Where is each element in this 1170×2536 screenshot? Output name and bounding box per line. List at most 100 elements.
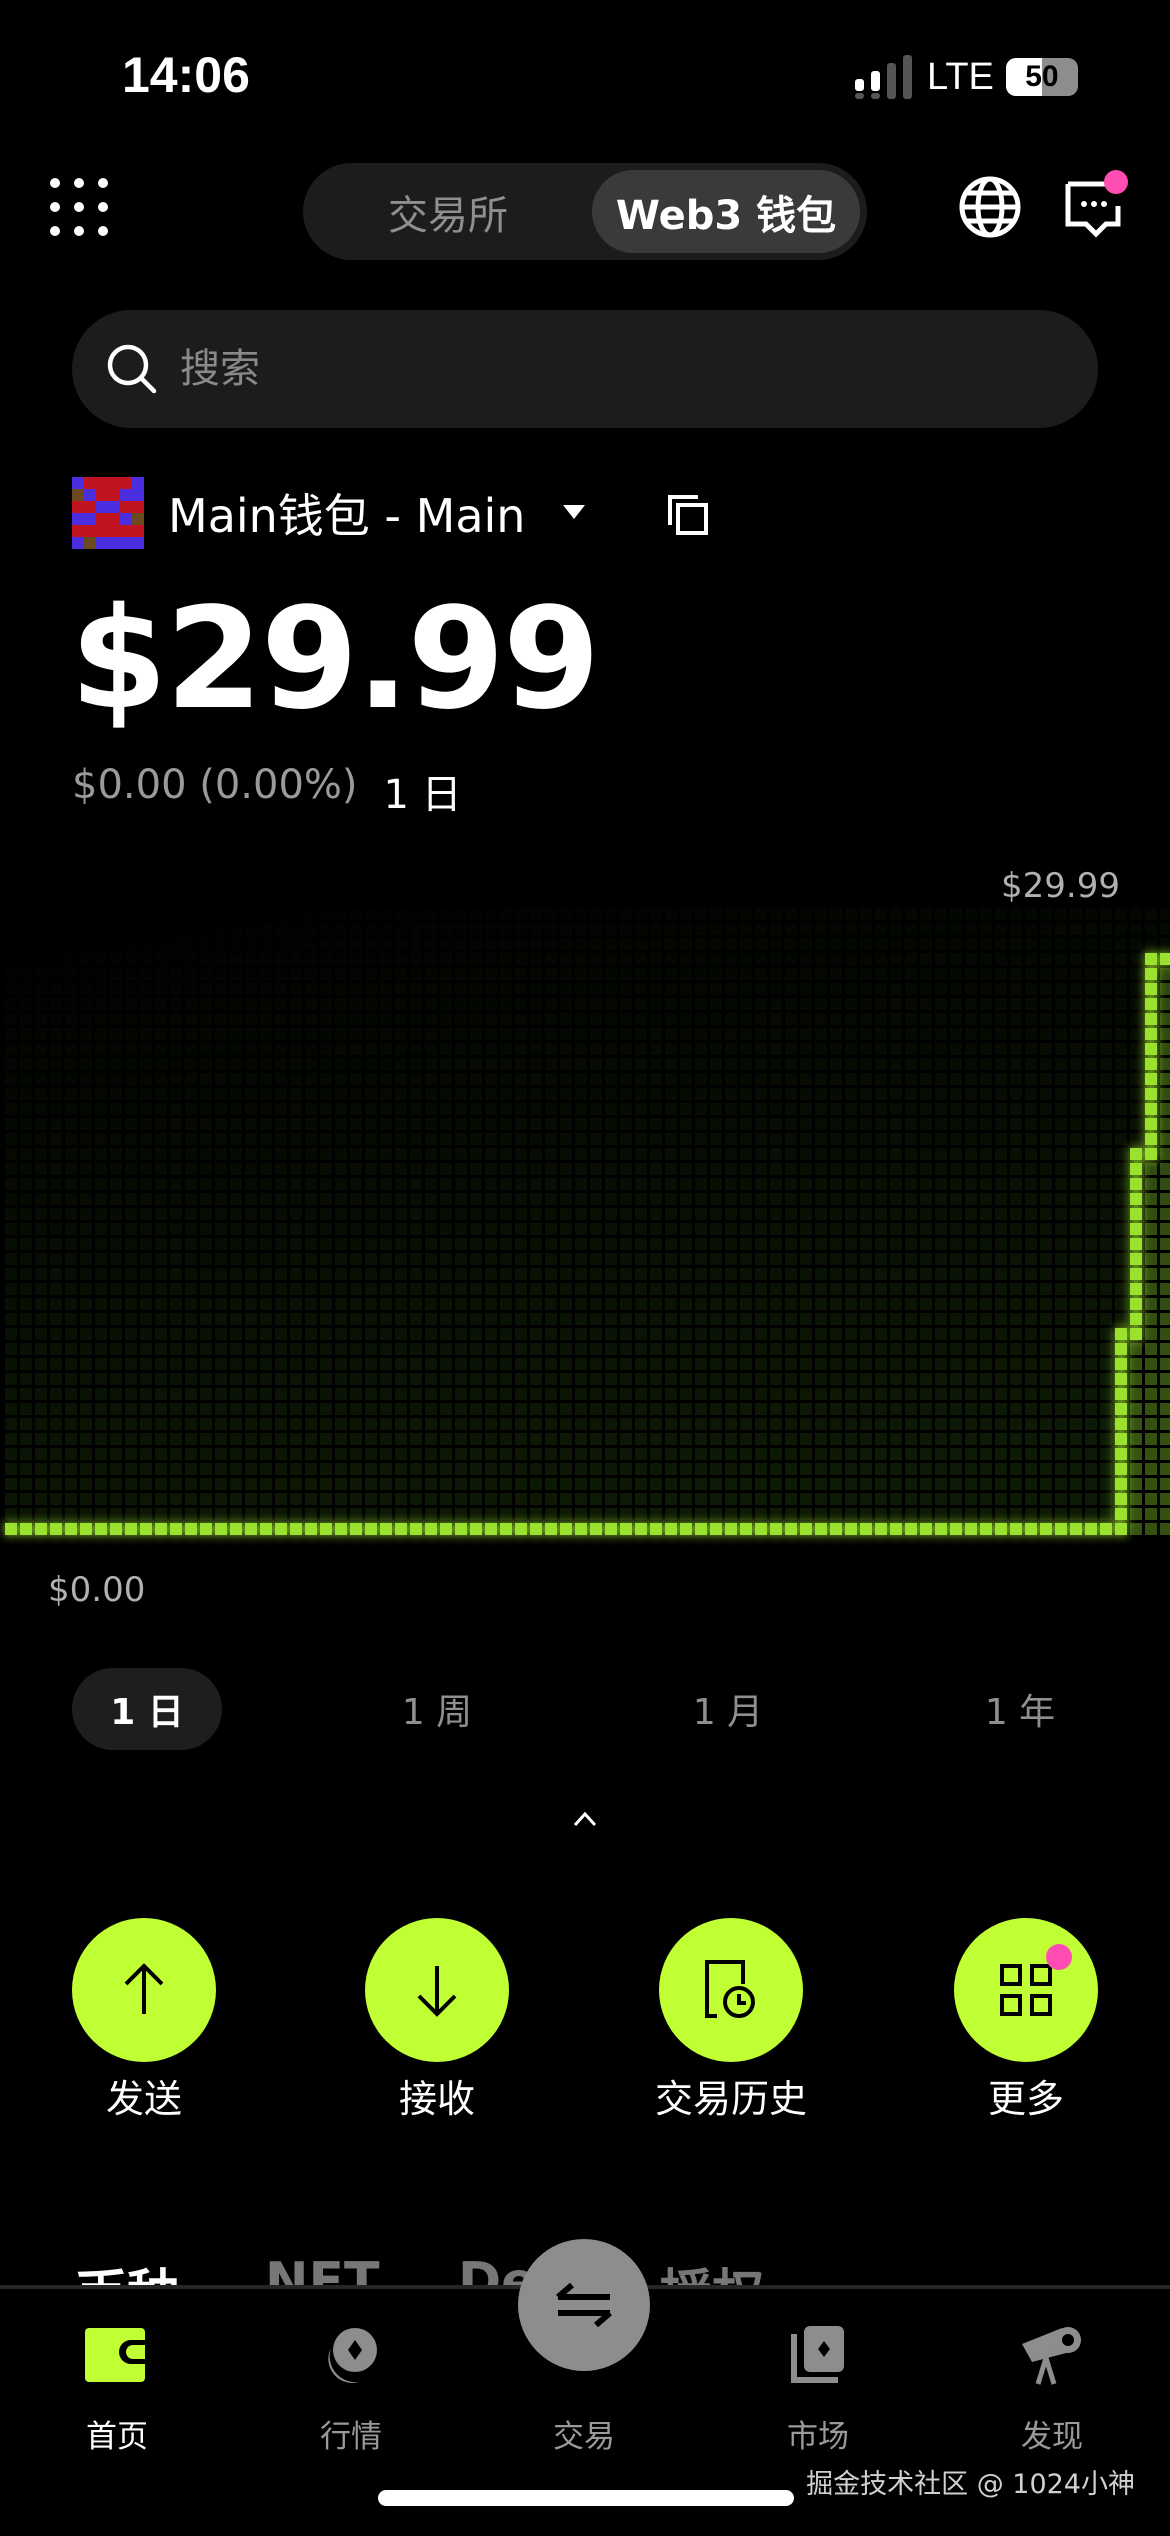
chart-point-cell [320,1523,332,1535]
chart-point-cell [1130,1313,1142,1325]
chart-area-cell [1145,1343,1157,1355]
history-button[interactable]: 交易历史 [655,1918,807,2121]
chart-point-cell [770,1523,782,1535]
nav-discover[interactable]: 发现 [962,2311,1142,2456]
chart-point-cell [335,1523,347,1535]
chart-area-cell [1145,1448,1157,1460]
nav-market[interactable]: 行情 [261,2311,441,2456]
change-period: 1 日 [383,772,462,818]
asset-tab-approvals[interactable]: 授权 [660,2252,764,2286]
range-tab-1y[interactable]: 1 年 [984,1692,1056,1733]
asset-tab-tokens[interactable]: 币种 [75,2252,179,2286]
tab-exchange[interactable]: 交易所 [388,192,508,239]
chart-area-cell [1145,1268,1157,1280]
chart-area-cell [1130,1388,1142,1400]
chart-max-label: $29.99 [1001,866,1120,906]
chart-point-cell [755,1523,767,1535]
chart-area-cell [1145,1283,1157,1295]
chart-point-cell [1130,1268,1142,1280]
nav-marketplace[interactable]: 市场 [728,2311,908,2456]
chart-point-cell [1160,953,1170,965]
chart-point-cell [860,1523,872,1535]
chart-point-cell [1145,1028,1157,1040]
grid-dots-icon[interactable] [50,178,108,236]
chart-point-cell [1115,1508,1127,1520]
chart-area-cell [1160,1058,1170,1070]
more-button[interactable]: 更多 [954,1918,1098,2121]
chart-point-cell [350,1523,362,1535]
send-button[interactable]: 发送 [72,1918,216,2121]
asset-tab-nft[interactable]: NFT [265,2252,380,2286]
chart-point-cell [950,1523,962,1535]
chart-point-cell [1115,1493,1127,1505]
chart-area-cell [1160,1208,1170,1220]
range-tab-1w[interactable]: 1 周 [401,1692,473,1733]
asset-tabs: 币种 NFT DeFi 授权 [0,2240,1170,2286]
chart-area-cell [1160,1028,1170,1040]
status-time: 14:06 [122,47,250,103]
more-label: 更多 [987,2077,1064,2121]
chart-area-cell [1160,1298,1170,1310]
chart-area-cell [1130,1493,1142,1505]
range-tab-1d[interactable]: 1 日 [72,1668,222,1750]
chart-point-cell [1115,1388,1127,1400]
chart-point-cell [500,1523,512,1535]
chart-area-cell [1145,1253,1157,1265]
chart-point-cell [1145,1043,1157,1055]
chart-point-cell [530,1523,542,1535]
chart-point-cell [575,1523,587,1535]
chart-point-cell [620,1523,632,1535]
search-bar[interactable] [72,310,1098,428]
chart-point-cell [545,1523,557,1535]
chart-point-cell [1145,1148,1157,1160]
chart-point-cell [845,1523,857,1535]
arrow-up-icon [124,1963,164,2014]
wallet-avatar [72,477,144,549]
chart-area-cell [1130,1433,1142,1445]
chart-point-cell [5,1523,17,1535]
chart-point-cell [1115,1523,1127,1535]
chart-point-cell [110,1523,122,1535]
chart-point-cell [710,1523,722,1535]
chart-point-cell [650,1523,662,1535]
notification-badge [1104,170,1128,194]
wallet-selector[interactable]: Main钱包 - Main [72,477,586,549]
chart-area-cell [1130,1523,1142,1535]
copy-icon[interactable] [666,493,710,537]
nav-trade-label: 交易 [553,2419,615,2455]
chart-area-cell [1160,1178,1170,1190]
chart-area-cell [1160,1478,1170,1490]
nav-home[interactable]: 首页 [27,2311,207,2456]
range-tab-1m[interactable]: 1 月 [692,1692,764,1733]
chart-area-cell [1145,1478,1157,1490]
trade-button[interactable] [518,2239,650,2371]
nav-trade[interactable]: 交易 [494,2311,674,2456]
receive-button[interactable]: 接收 [365,1918,509,2121]
chart-area-cell [1160,1223,1170,1235]
search-input[interactable] [178,345,982,393]
chart-area-cell [1160,1463,1170,1475]
chart-point-cell [365,1523,377,1535]
chart-area-cell [1145,1523,1157,1535]
chart-point-cell [1130,1283,1142,1295]
chart-point-cell [1130,1148,1142,1160]
home-indicator[interactable] [378,2490,794,2506]
chart-point-cell [1145,1118,1157,1130]
chart-area-cell [1130,1463,1142,1475]
chart-point-cell [305,1523,317,1535]
messages-button[interactable] [1064,170,1128,242]
total-balance: $29.99 [70,578,600,741]
chart-point-cell [230,1523,242,1535]
chart-area-cell [1145,1508,1157,1520]
chart-point-cell [995,1523,1007,1535]
globe-icon[interactable] [958,175,1022,239]
tab-web3-wallet[interactable]: Web3 钱包 [592,170,860,253]
chart-point-cell [80,1523,92,1535]
chart-area-cell [1130,1343,1142,1355]
send-label: 发送 [105,2077,182,2121]
chart-point-cell [440,1523,452,1535]
chart-point-cell [1100,1523,1112,1535]
chevron-up-icon[interactable] [572,1810,598,1828]
chart-point-cell [1130,1328,1142,1340]
chart-point-cell [1040,1523,1052,1535]
